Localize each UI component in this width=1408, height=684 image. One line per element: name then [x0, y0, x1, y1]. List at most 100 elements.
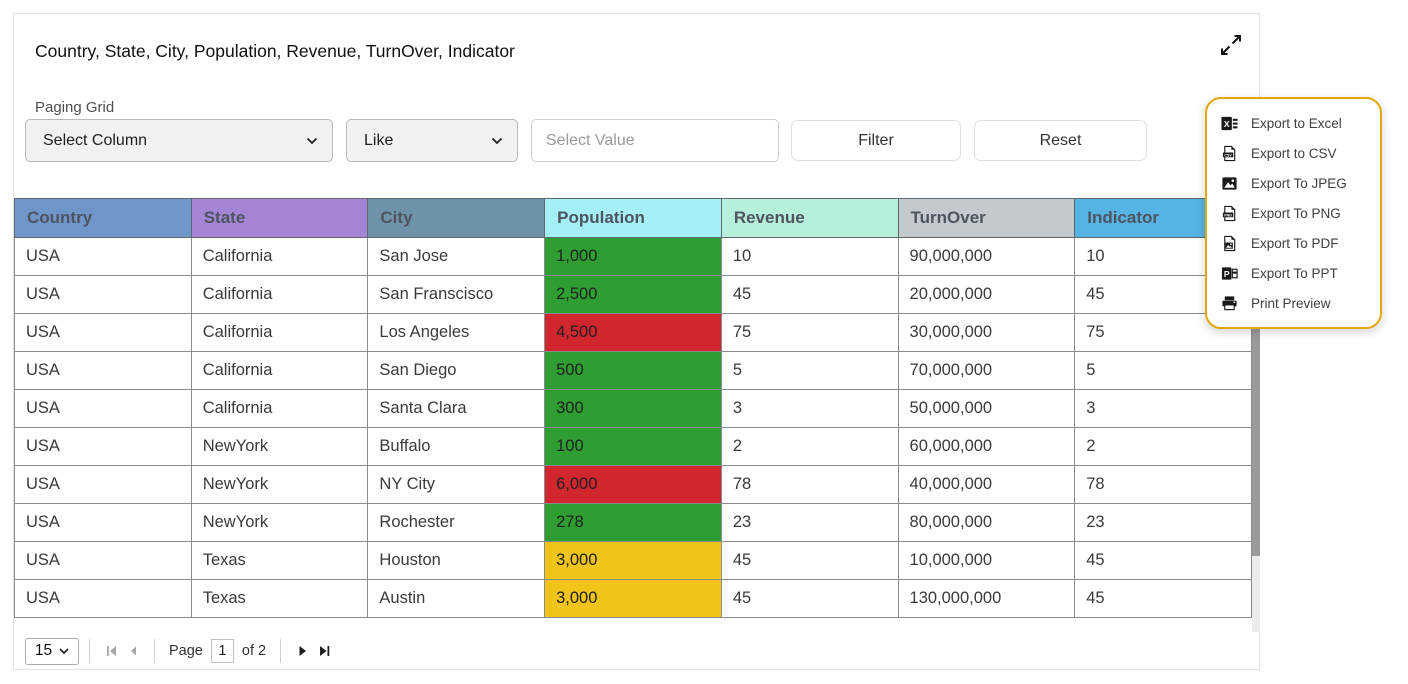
- cell-state: NewYork: [190, 503, 369, 542]
- menu-item-export-png[interactable]: PNG Export To PNG: [1207, 198, 1380, 228]
- page-of-label: of 2: [241, 643, 267, 659]
- divider: [154, 639, 155, 663]
- cell-turnover: 40,000,000: [897, 465, 1076, 504]
- vertical-scrollbar[interactable]: [1252, 238, 1260, 632]
- cell-indicator: 78: [1074, 465, 1252, 504]
- cell-population: 3,000: [544, 541, 722, 580]
- page-label: Page: [169, 643, 203, 659]
- column-header-city[interactable]: City: [367, 198, 546, 238]
- cell-turnover: 70,000,000: [897, 351, 1076, 390]
- cell-city: Santa Clara: [367, 389, 546, 428]
- cell-indicator: 45: [1074, 541, 1252, 580]
- cell-state: California: [190, 313, 369, 352]
- cell-population: 278: [544, 503, 722, 542]
- cell-turnover: 60,000,000: [897, 427, 1076, 466]
- menu-item-label: Export to CSV: [1251, 145, 1337, 161]
- cell-population: 6,000: [544, 465, 722, 504]
- column-header-turnover[interactable]: TurnOver: [897, 198, 1076, 238]
- column-header-revenue[interactable]: Revenue: [720, 198, 899, 238]
- cell-turnover: 50,000,000: [897, 389, 1076, 428]
- column-header-population[interactable]: Population: [544, 198, 722, 238]
- csv-icon: CSV: [1222, 145, 1236, 161]
- table-row: USA NewYork Rochester 278 23 80,000,000 23: [14, 503, 1252, 542]
- operator-select[interactable]: Like: [346, 119, 518, 162]
- cell-country: USA: [14, 351, 192, 390]
- next-page-icon: [299, 646, 307, 656]
- cell-revenue: 45: [720, 275, 899, 314]
- export-menu: X Export to Excel CSV Export to CSV Expo…: [1205, 97, 1382, 329]
- menu-item-export-ppt[interactable]: P Export To PPT: [1207, 258, 1380, 288]
- png-icon: PNG: [1222, 205, 1236, 221]
- cell-revenue: 5: [720, 351, 899, 390]
- expand-icon: [1221, 35, 1241, 55]
- page-size-select[interactable]: 15: [25, 637, 79, 665]
- filter-value-input[interactable]: [531, 119, 779, 162]
- table-row: USA NewYork Buffalo 100 2 60,000,000 2: [14, 427, 1252, 466]
- page-number-input[interactable]: [210, 639, 234, 663]
- cell-revenue: 78: [720, 465, 899, 504]
- cell-city: Rochester: [367, 503, 546, 542]
- divider: [89, 639, 90, 663]
- excel-icon: X: [1221, 116, 1238, 130]
- cell-state: California: [190, 389, 369, 428]
- cell-country: USA: [14, 237, 192, 276]
- expand-button[interactable]: [1217, 31, 1245, 59]
- previous-page-button[interactable]: [122, 641, 144, 661]
- column-select-value: Select Column: [43, 131, 148, 149]
- pdf-icon: [1224, 235, 1236, 251]
- cell-state: California: [190, 351, 369, 390]
- printer-icon: [1222, 295, 1237, 310]
- cell-indicator: 5: [1074, 351, 1252, 390]
- cell-indicator: 2: [1074, 427, 1252, 466]
- cell-revenue: 23: [720, 503, 899, 542]
- next-page-button[interactable]: [291, 641, 313, 661]
- paging-grid-card: Country, State, City, Population, Revenu…: [13, 13, 1260, 670]
- svg-text:PNG: PNG: [1224, 213, 1232, 217]
- table-row: USA California San Jose 1,000 10 90,000,000 10: [14, 237, 1252, 276]
- menu-item-export-csv[interactable]: CSV Export to CSV: [1207, 138, 1380, 168]
- table-row: USA California Santa Clara 300 3 50,000,000 3: [14, 389, 1252, 428]
- cell-state: California: [190, 237, 369, 276]
- cell-country: USA: [14, 389, 192, 428]
- column-header-country[interactable]: Country: [14, 198, 192, 238]
- cell-city: Houston: [367, 541, 546, 580]
- cell-state: NewYork: [190, 465, 369, 504]
- last-page-button[interactable]: [313, 641, 335, 661]
- table-header-row: Country State City Population Revenue TurnOve…: [14, 198, 1252, 238]
- cell-city: Buffalo: [367, 427, 546, 466]
- filter-button[interactable]: Filter: [791, 120, 961, 161]
- cell-turnover: 10,000,000: [897, 541, 1076, 580]
- table-row: USA California San Franscisco 2,500 45 20,000…: [14, 275, 1252, 314]
- cell-country: USA: [14, 541, 192, 580]
- svg-text:X: X: [1224, 118, 1230, 128]
- cell-city: Austin: [367, 579, 546, 618]
- cell-turnover: 20,000,000: [897, 275, 1076, 314]
- svg-text:P: P: [1224, 268, 1230, 278]
- cell-state: Texas: [190, 541, 369, 580]
- menu-item-label: Print Preview: [1251, 295, 1331, 311]
- column-select[interactable]: Select Column: [25, 119, 333, 162]
- last-page-icon: [319, 646, 329, 656]
- cell-country: USA: [14, 275, 192, 314]
- page-size-value: 15: [34, 642, 53, 659]
- cell-indicator: 45: [1074, 579, 1252, 618]
- first-page-icon: [106, 646, 116, 656]
- column-header-state[interactable]: State: [190, 198, 369, 238]
- ppt-icon: P: [1221, 266, 1238, 280]
- menu-item-export-jpeg[interactable]: Export To JPEG: [1207, 168, 1380, 198]
- scrollbar-thumb[interactable]: [1252, 238, 1260, 556]
- chevron-down-icon: [306, 132, 318, 150]
- first-page-button[interactable]: [100, 641, 122, 661]
- divider: [280, 639, 282, 663]
- reset-button[interactable]: Reset: [974, 120, 1147, 161]
- menu-item-export-pdf[interactable]: Export To PDF: [1207, 228, 1380, 258]
- cell-revenue: 45: [720, 579, 899, 618]
- menu-item-label: Export To PDF: [1251, 235, 1339, 251]
- cell-revenue: 2: [720, 427, 899, 466]
- operator-select-value: Like: [364, 131, 394, 149]
- page-title: Country, State, City, Population, Revenu…: [35, 41, 515, 61]
- menu-item-export-excel[interactable]: X Export to Excel: [1207, 108, 1380, 138]
- cell-city: NY City: [367, 465, 546, 504]
- cell-turnover: 90,000,000: [897, 237, 1076, 276]
- menu-item-print-preview[interactable]: Print Preview: [1207, 288, 1380, 318]
